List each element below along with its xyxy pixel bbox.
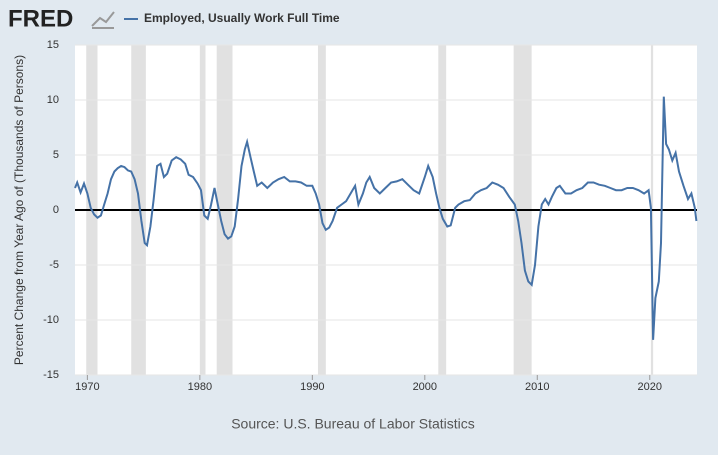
y-tick-label: -10 [43,314,59,326]
y-tick-label: 5 [53,149,59,161]
y-tick-label: 0 [53,204,59,216]
source: Source: U.S. Bureau of Labor Statistics [231,416,475,432]
y-axis-label: Percent Change from Year Ago of (Thousan… [12,55,26,365]
y-tick-label: -5 [49,259,59,271]
x-tick-label: 2020 [638,381,662,393]
y-tick-label: 15 [47,39,59,51]
legend-label: Employed, Usually Work Full Time [144,11,340,25]
y-tick-label: -15 [43,369,59,381]
x-tick-label: 2000 [413,381,437,393]
y-tick-label: 10 [47,94,59,106]
series-line [74,96,698,340]
x-tick-label: 1970 [75,381,99,393]
x-tick-label: 1980 [188,381,212,393]
logo: FRED [8,5,73,32]
x-tick-label: 1990 [300,381,324,393]
logo-icon [91,11,115,29]
x-tick-label: 2010 [525,381,549,393]
